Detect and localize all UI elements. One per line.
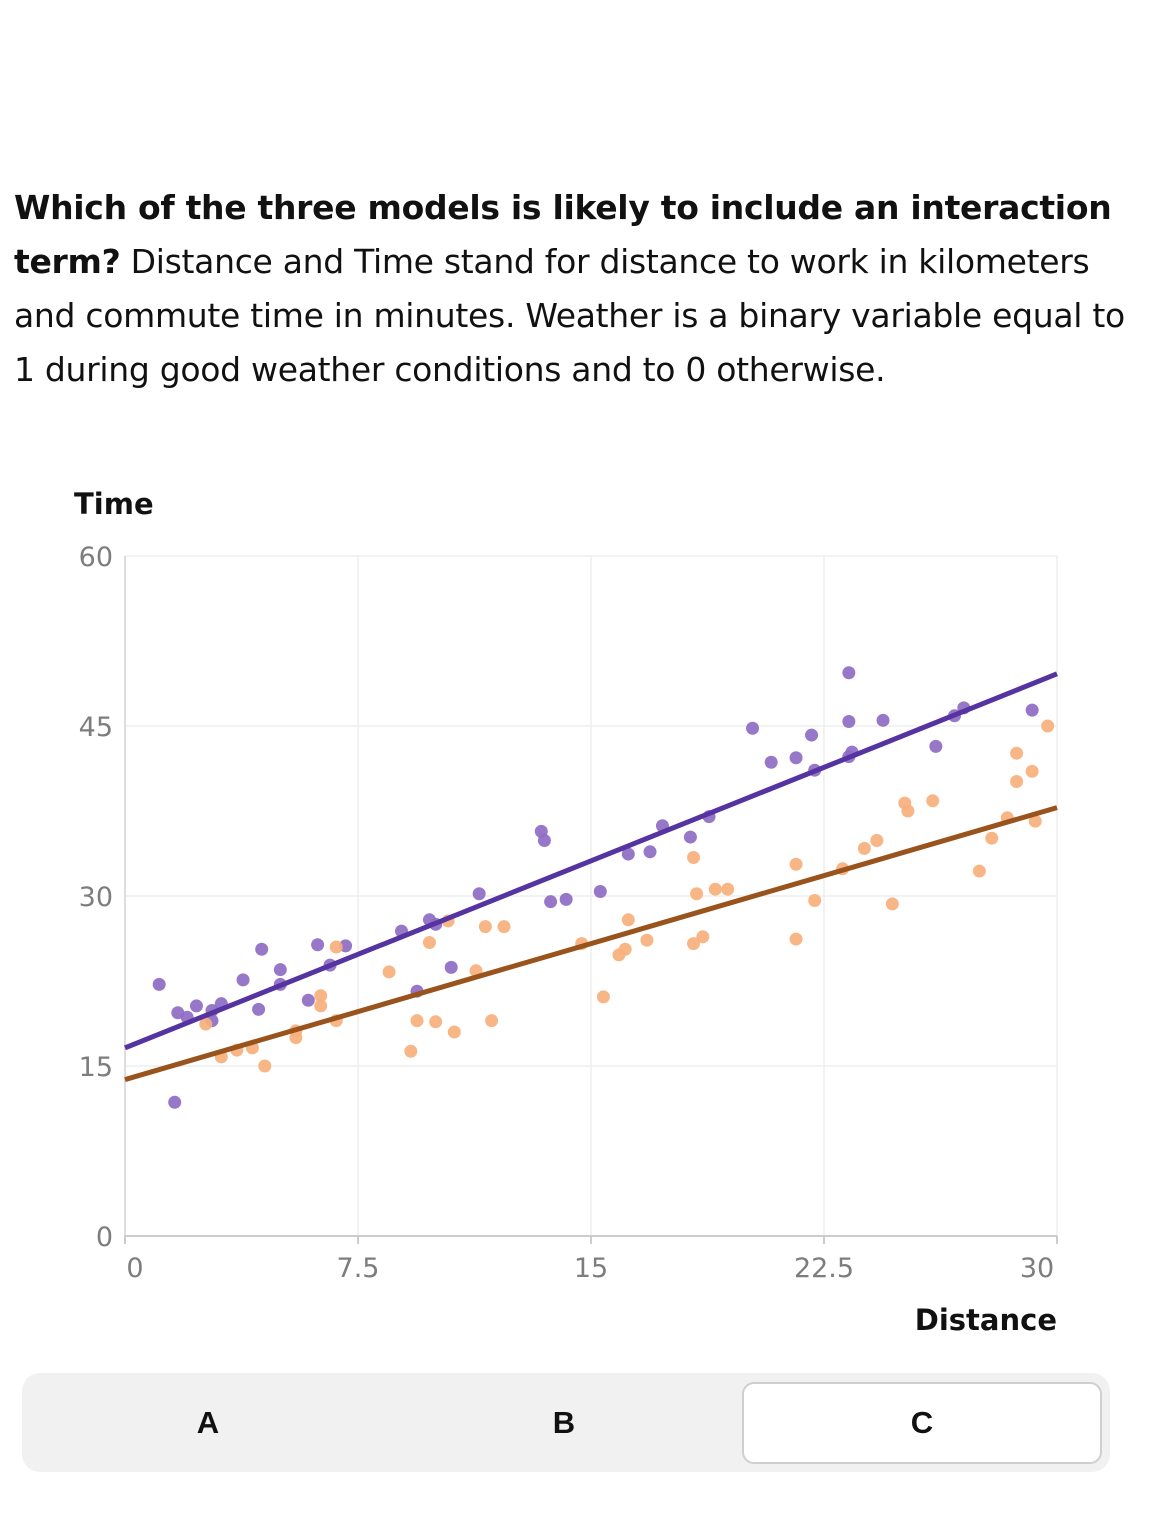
option-c-button[interactable]: C bbox=[742, 1381, 1102, 1464]
series-1-point bbox=[252, 1002, 266, 1016]
series-2-point bbox=[485, 1014, 499, 1028]
y-tick-label: 30 bbox=[79, 882, 113, 913]
series-1-point bbox=[842, 714, 856, 728]
series-2-point bbox=[808, 894, 822, 908]
y-axis-title: Time bbox=[74, 487, 154, 521]
series-2-point bbox=[696, 930, 710, 944]
series-2-point bbox=[985, 831, 999, 845]
series-2-point bbox=[289, 1031, 303, 1045]
x-axis-title: Distance bbox=[915, 1303, 1057, 1337]
series-2-point bbox=[422, 935, 436, 949]
series-2-point bbox=[410, 1014, 424, 1028]
series-2-point bbox=[857, 841, 871, 855]
series-2-point bbox=[596, 990, 610, 1004]
series-2-point bbox=[382, 965, 396, 979]
series-1-fit-line bbox=[124, 671, 1058, 1051]
scatter-plot-svg: 0 7.5 15 22.5 30 0 15 30 45 60 Time Distance bbox=[74, 487, 1058, 1337]
series-2-point bbox=[199, 1017, 213, 1031]
series-2-point bbox=[687, 937, 701, 951]
series-2-point bbox=[901, 804, 915, 818]
series-2-point bbox=[972, 864, 986, 878]
series-1-point bbox=[1025, 703, 1039, 717]
series-2-point bbox=[1025, 764, 1039, 778]
series-2-point bbox=[1041, 719, 1055, 733]
series-2-point bbox=[885, 897, 899, 911]
series-1-point bbox=[876, 713, 890, 727]
series-1-point bbox=[683, 830, 697, 844]
series-2-point bbox=[1010, 775, 1024, 789]
series-1-point bbox=[746, 721, 760, 735]
series-2-point bbox=[640, 933, 654, 947]
x-tick-label: 15 bbox=[574, 1253, 608, 1284]
question-bold: Which of the three models is likely to i… bbox=[14, 188, 1112, 281]
series-1-point bbox=[789, 751, 803, 765]
series-1-point bbox=[643, 845, 657, 859]
series-1-point bbox=[311, 938, 325, 952]
series-2-point bbox=[618, 942, 632, 956]
series-1-point bbox=[255, 942, 269, 956]
question-rest: Distance and Time stand for distance to … bbox=[14, 242, 1125, 389]
series-1-point bbox=[273, 963, 287, 977]
series-2-point bbox=[404, 1044, 418, 1058]
series-2-point bbox=[429, 1015, 443, 1029]
series-1-point bbox=[621, 847, 635, 861]
y-tick-label: 60 bbox=[79, 542, 113, 573]
y-tick-label: 15 bbox=[79, 1052, 113, 1083]
series-2-point bbox=[926, 794, 940, 808]
series-2-point bbox=[708, 882, 722, 896]
series-2-point bbox=[314, 989, 328, 1003]
y-tick-label: 45 bbox=[79, 712, 113, 743]
series-2-point bbox=[1028, 814, 1042, 828]
series-2-point bbox=[621, 913, 635, 927]
series-2-point bbox=[1010, 746, 1024, 760]
series-2-point bbox=[687, 850, 701, 864]
scatter-chart: 0 7.5 15 22.5 30 0 15 30 45 60 Time Distance bbox=[0, 470, 1158, 1350]
x-tick-label: 7.5 bbox=[337, 1253, 380, 1284]
series-1-point bbox=[152, 977, 166, 991]
series-1-point bbox=[805, 728, 819, 742]
option-selector[interactable]: A B C bbox=[22, 1373, 1110, 1472]
series-1-point bbox=[301, 993, 315, 1007]
series-2-fit-line bbox=[124, 805, 1058, 1082]
series-1-point bbox=[593, 884, 607, 898]
series-2-point bbox=[789, 932, 803, 946]
series-1-point bbox=[236, 973, 250, 987]
series-2-point bbox=[314, 999, 328, 1013]
series-1-point bbox=[168, 1095, 182, 1109]
series-1-point bbox=[472, 887, 486, 901]
series-1-point bbox=[544, 895, 558, 909]
x-tick-label: 0 bbox=[126, 1253, 143, 1284]
series-2-point bbox=[789, 857, 803, 871]
option-a-button[interactable]: A bbox=[196, 1404, 220, 1440]
series-2-point bbox=[447, 1025, 461, 1039]
series-1-point bbox=[842, 666, 856, 680]
x-tick-label: 22.5 bbox=[794, 1253, 854, 1284]
series-2-point bbox=[497, 920, 511, 934]
series-2-point bbox=[258, 1059, 272, 1073]
series-1-point bbox=[764, 755, 778, 769]
series-2-point bbox=[329, 940, 343, 954]
series-1-point bbox=[929, 739, 943, 753]
option-b-button[interactable]: B bbox=[552, 1404, 576, 1440]
y-tick-label: 0 bbox=[96, 1222, 113, 1253]
x-tick-label: 30 bbox=[1020, 1253, 1054, 1284]
series-2-point bbox=[478, 920, 492, 934]
series-1-point bbox=[189, 999, 203, 1013]
series-2-point bbox=[870, 833, 884, 847]
series-1-point bbox=[444, 960, 458, 974]
series-1-point bbox=[537, 833, 551, 847]
series-2-point bbox=[690, 887, 704, 901]
series-1-point bbox=[559, 892, 573, 906]
series-2-point bbox=[721, 882, 735, 896]
question-text: Which of the three models is likely to i… bbox=[14, 181, 1134, 397]
